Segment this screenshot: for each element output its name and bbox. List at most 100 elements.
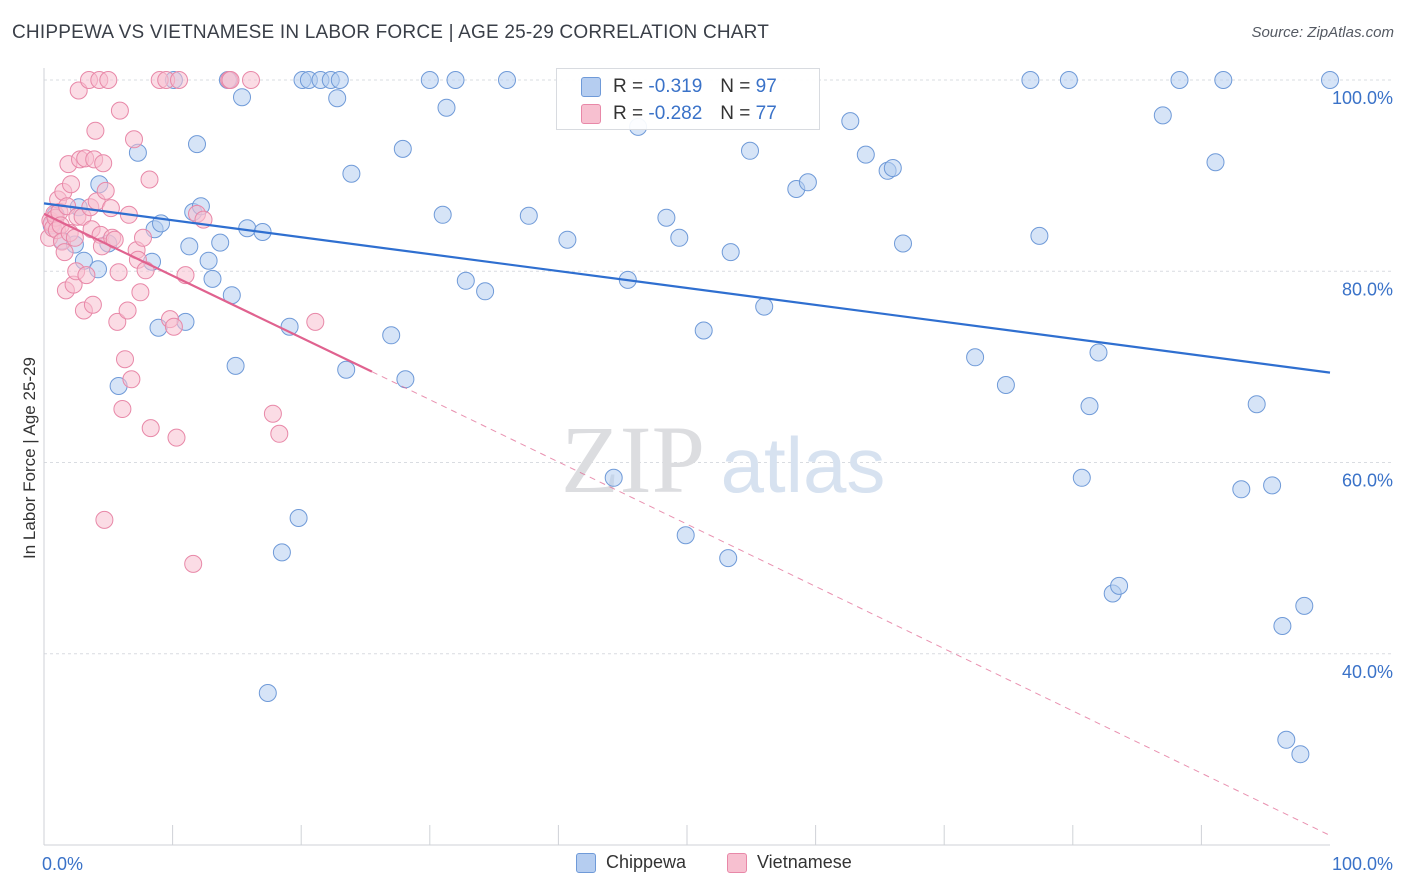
trend-lines [43, 202, 1331, 836]
chippewa-point [180, 237, 199, 256]
chippewa-point [798, 173, 817, 192]
chippewa-trend-line [43, 202, 1331, 374]
chippewa-point [719, 549, 738, 568]
chippewa-point [456, 271, 475, 290]
chippewa-point [1080, 397, 1099, 416]
chippewa-point [1277, 730, 1296, 749]
vietnamese-point [113, 400, 132, 418]
x-tick-label: 0.0% [42, 854, 83, 874]
watermark: ZIP atlas [561, 406, 885, 513]
chippewa-point [1291, 745, 1310, 764]
tick-labels: 40.0% 60.0% 80.0% 100.0% 0.0% 100.0% [42, 88, 1393, 874]
chippewa-point [393, 139, 412, 158]
chippewa-point [1170, 71, 1189, 89]
vietnamese-trend-extension [371, 371, 1331, 836]
vietnamese-point [242, 71, 260, 89]
vietnamese-point [122, 370, 141, 389]
vietnamese-point [221, 71, 240, 89]
chippewa-point [1273, 617, 1292, 635]
chippewa-point [604, 468, 623, 487]
vietnamese-point [263, 404, 282, 423]
chippewa-point [272, 543, 291, 562]
vietnamese-point [131, 283, 150, 302]
chippewa-point [1021, 71, 1040, 89]
vietnamese-point [270, 424, 289, 443]
legend-item-vietnamese[interactable]: Vietnamese [727, 852, 852, 873]
vietnamese-point [95, 510, 114, 529]
vietnamese-point [118, 301, 137, 320]
vietnamese-point [170, 71, 188, 89]
chippewa-point [657, 208, 676, 227]
chippewa-point [694, 321, 713, 340]
chippewa-point [1153, 106, 1172, 125]
chippewa-point [1072, 468, 1091, 487]
chippewa-point [841, 112, 860, 131]
chippewa-point [446, 71, 465, 89]
chippewa-point [1206, 153, 1225, 172]
r-label: R = [613, 76, 644, 97]
chippewa-point [328, 89, 347, 108]
vietnamese-point [99, 71, 118, 89]
chippewa-point [233, 88, 251, 107]
vietnamese-swatch [581, 104, 601, 124]
vietnamese-point [83, 295, 102, 314]
grid-lines [44, 79, 1392, 655]
vietnamese-point [167, 428, 186, 447]
y-axis-label: In Labor Force | Age 25-29 [20, 357, 39, 559]
chippewa-legend-swatch [576, 852, 596, 873]
vietnamese-point [116, 350, 134, 369]
watermark-zip: ZIP [561, 406, 705, 513]
vietnamese-point [62, 175, 80, 194]
vietnamese-point [140, 170, 159, 189]
n-value-vietnamese: 77 [755, 103, 777, 124]
vietnamese-point [55, 243, 74, 262]
chippewa-point [1110, 576, 1129, 595]
chippewa-point [1089, 343, 1108, 362]
vietnamese-point [110, 101, 129, 120]
vietnamese-legend-swatch [727, 852, 747, 873]
chippewa-point [211, 233, 230, 252]
chippewa-point [420, 71, 439, 89]
vietnamese-point [184, 554, 203, 573]
vietnamese-point [164, 317, 183, 336]
chippewa-point [996, 376, 1015, 394]
chippewa-point [1232, 480, 1251, 499]
stats-box: R = -0.319 N = 97 R = -0.282 N = 77 [556, 68, 820, 130]
chippewa-point [721, 243, 740, 262]
vietnamese-point [141, 419, 160, 438]
r-value-chippewa: -0.319 [648, 76, 703, 97]
chart-title: CHIPPEWA VS VIETNAMESE IN LABOR FORCE | … [12, 22, 770, 43]
chippewa-point [382, 326, 401, 345]
chippewa-point [226, 356, 245, 375]
chippewa-point [1030, 226, 1049, 245]
chippewa-point [670, 228, 689, 247]
source-label: Source: ZipAtlas.com [1251, 24, 1394, 41]
n-value-chippewa: 97 [755, 76, 777, 97]
vietnamese-point [77, 266, 96, 285]
vietnamese-points [40, 71, 325, 573]
chippewa-point [741, 141, 759, 160]
chippewa-point [203, 269, 222, 288]
chippewa-point [337, 360, 356, 379]
chippewa-point [1247, 395, 1266, 414]
vietnamese-point [96, 181, 115, 200]
x-tick-label: 100.0% [1332, 854, 1393, 874]
chippewa-point [966, 348, 985, 367]
chippewa-point [330, 71, 349, 89]
chippewa-point [856, 145, 875, 164]
chippewa-point [498, 71, 516, 89]
vietnamese-point [136, 261, 155, 280]
legend: Chippewa Vietnamese [0, 852, 1406, 878]
chippewa-point [894, 234, 912, 253]
legend-item-chippewa[interactable]: Chippewa [576, 852, 686, 873]
y-tick-label: 40.0% [1342, 662, 1393, 682]
stats-row-vietnamese: R = -0.282 N = 77 [581, 102, 777, 126]
n-label: N = [720, 103, 751, 124]
vietnamese-point [125, 130, 143, 149]
stats-row-chippewa: R = -0.319 N = 97 [581, 75, 777, 99]
chippewa-swatch [581, 77, 601, 97]
chippewa-point [755, 297, 774, 316]
y-tick-label: 100.0% [1332, 88, 1393, 108]
chippewa-point [1214, 71, 1233, 89]
